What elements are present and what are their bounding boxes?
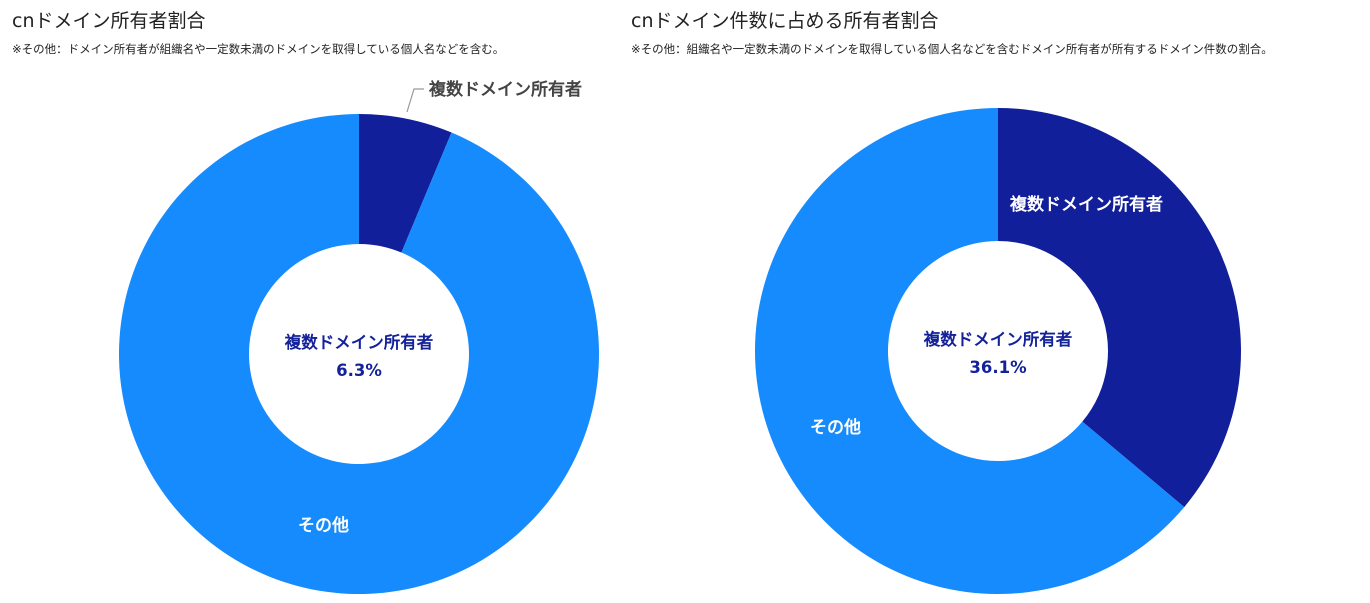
label-multi-owner: 複数ドメイン所有者 (428, 79, 582, 100)
chart-panel-domain-count-share: cnドメイン件数に占める所有者割合 ※その他：組織名や一定数未満のドメインを取得… (620, 0, 1370, 603)
chart-note: ※その他：組織名や一定数未満のドメインを取得している個人名などを含むドメイン所有… (631, 42, 1273, 56)
label-others: その他 (298, 515, 349, 536)
leader-line (406, 88, 424, 113)
label-others: その他 (810, 417, 861, 438)
chart-title: cnドメイン所有者割合 (12, 10, 206, 32)
center-label: 複数ドメイン所有者 (284, 332, 434, 352)
donut-chart-owner-share: 複数ドメイン所有者 その他 複数ドメイン所有者 6.3% (118, 79, 599, 594)
chart-note: ※その他：ドメイン所有者が組織名や一定数未満のドメインを取得している個人名などを… (12, 42, 505, 56)
label-multi-owner: 複数ドメイン所有者 (1009, 194, 1163, 215)
slice-others[interactable] (755, 108, 1185, 594)
center-label: 複数ドメイン所有者 (923, 329, 1073, 349)
slice-others[interactable] (118, 114, 599, 594)
center-value: 6.3% (336, 361, 382, 380)
slice-multi-owner[interactable] (998, 108, 1241, 508)
chart-title: cnドメイン件数に占める所有者割合 (631, 10, 939, 32)
chart-panel-owner-share: cnドメイン所有者割合 ※その他：ドメイン所有者が組織名や一定数未満のドメインを… (0, 0, 620, 603)
slice-multi-owner[interactable] (359, 114, 452, 253)
center-value: 36.1% (969, 358, 1027, 377)
donut-chart-domain-count-share: 複数ドメイン所有者 その他 複数ドメイン所有者 36.1% (755, 108, 1241, 594)
